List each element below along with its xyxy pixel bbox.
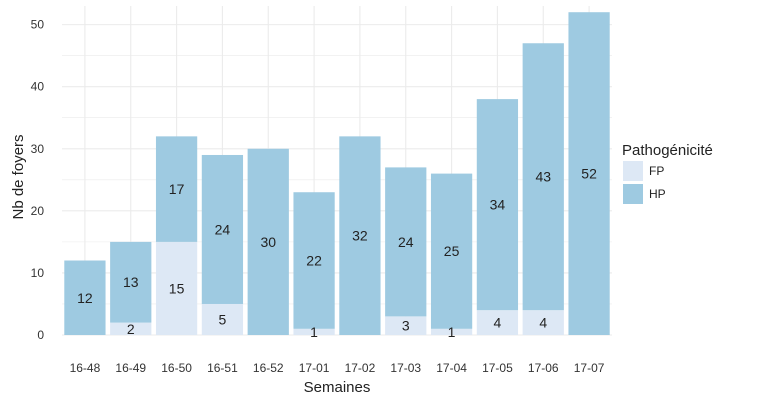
bar-hp [64, 260, 106, 335]
x-tick-label: 16-50 [161, 361, 192, 375]
legend-title: Pathogénicité [622, 142, 713, 159]
y-tick-label: 20 [31, 204, 45, 218]
y-axis-title: Nb de foyers [10, 134, 27, 219]
y-tick-label: 0 [37, 328, 44, 342]
bar-hp [430, 173, 473, 329]
bars [64, 12, 610, 335]
bar-hp [568, 12, 610, 335]
data-label-fp: 3 [402, 318, 410, 334]
bar-hp [247, 148, 289, 335]
bar-hp [293, 192, 335, 329]
x-axis-ticks: 16-48 16-49 16-50 16-51 16-52 17-01 17-02 17-03… [70, 361, 605, 375]
bar-fp [155, 241, 198, 335]
data-label-hp: 22 [306, 253, 322, 269]
data-label-hp: 32 [352, 228, 368, 244]
bar-fp [385, 316, 427, 335]
x-tick-label: 17-02 [345, 361, 376, 375]
bar-hp [522, 43, 564, 311]
x-axis-title: Semaines [304, 379, 371, 396]
x-tick-label: 17-03 [390, 361, 421, 375]
x-tick-label: 17-05 [482, 361, 513, 375]
data-label-hp: 25 [444, 243, 460, 259]
data-label-fp: 4 [539, 315, 547, 331]
x-tick-label: 17-01 [299, 361, 330, 375]
bar-hp [339, 136, 381, 335]
bar-fp [522, 310, 564, 335]
x-tick-label: 16-51 [207, 361, 238, 375]
data-label-hp: 24 [398, 234, 414, 250]
x-tick-label: 16-52 [253, 361, 284, 375]
data-label-hp: 34 [490, 197, 506, 213]
data-label-hp: 30 [260, 234, 276, 250]
y-axis-ticks: 0 10 20 30 40 50 [31, 18, 45, 342]
y-tick-label: 30 [31, 142, 45, 156]
bar-fp [430, 328, 473, 335]
bar-hp [385, 167, 427, 317]
y-tick-label: 10 [31, 266, 45, 280]
bar-hp [155, 136, 198, 242]
legend: Pathogénicité FP HP [622, 142, 713, 204]
legend-label-fp: FP [649, 164, 664, 178]
x-tick-label: 17-06 [528, 361, 559, 375]
bar-fp [201, 303, 244, 335]
data-label-fp: 15 [169, 280, 185, 296]
data-label-fp: 1 [448, 324, 456, 340]
data-label-hp: 24 [215, 221, 231, 237]
legend-label-hp: HP [649, 187, 666, 201]
data-label-hp: 17 [169, 181, 185, 197]
data-label-fp: 4 [494, 315, 502, 331]
bar-fp [293, 328, 335, 335]
legend-swatch-fp [623, 161, 643, 181]
x-tick-label: 17-04 [436, 361, 467, 375]
data-label-fp: 2 [127, 321, 135, 337]
x-tick-label: 17-07 [574, 361, 605, 375]
x-tick-label: 16-49 [115, 361, 146, 375]
bar-fp [476, 310, 519, 335]
bar-fp [110, 322, 152, 335]
data-label-fp: 1 [310, 324, 318, 340]
bar-hp [201, 154, 244, 304]
x-tick-label: 16-48 [70, 361, 101, 375]
y-tick-label: 50 [31, 18, 45, 32]
data-label-hp: 43 [535, 169, 551, 185]
data-label-hp: 12 [77, 290, 93, 306]
bar-hp [476, 99, 519, 311]
y-tick-label: 40 [31, 80, 45, 94]
legend-swatch-hp [623, 184, 643, 204]
data-label-hp: 13 [123, 274, 139, 290]
data-label-hp: 52 [581, 166, 597, 182]
bar-hp [110, 241, 152, 323]
data-label-fp: 5 [219, 311, 227, 327]
